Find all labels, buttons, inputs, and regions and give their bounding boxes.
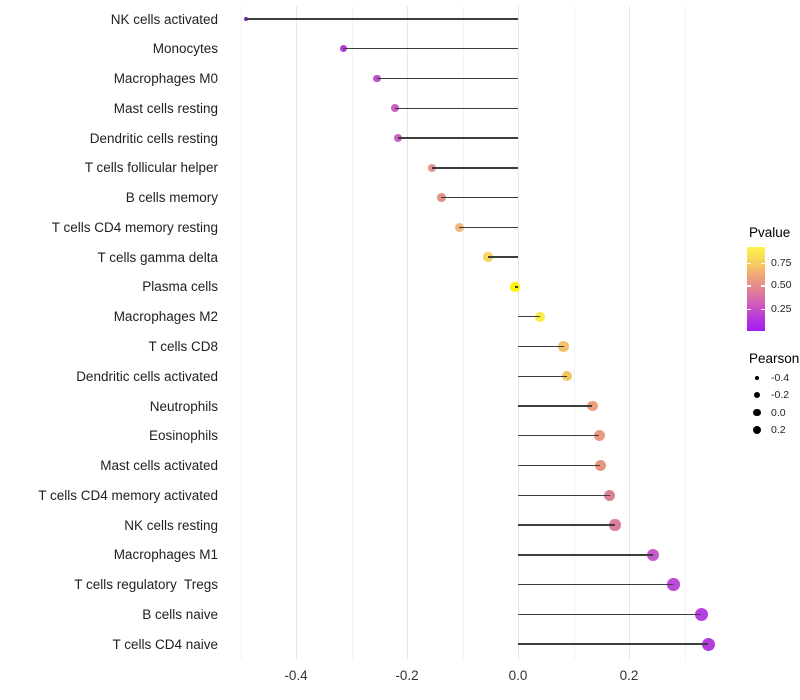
gridline-minor: [573, 6, 575, 660]
lollipop-stem: [459, 226, 518, 229]
pvalue-legend-title: Pvalue: [749, 225, 791, 240]
lollipop-stem: [518, 405, 593, 407]
category-label: Neutrophils: [149, 398, 218, 414]
x-axis-tick-label: 0.0: [508, 668, 528, 683]
lollipop-stem: [246, 18, 518, 20]
colorbar-tick-label: 0.75: [771, 256, 792, 269]
category-label: B cells memory: [125, 190, 218, 206]
colorbar-tick-mark: [761, 285, 765, 287]
colorbar-tick-mark: [761, 308, 765, 311]
gridline-minor: [684, 6, 686, 660]
size-legend-dot: [752, 425, 762, 435]
category-label: T cells CD4 naive: [112, 636, 218, 652]
colorbar-tick-mark: [747, 262, 751, 265]
category-label: T cells follicular helper: [84, 160, 218, 176]
lollipop-stem: [518, 375, 567, 377]
pvalue-colorbar: [747, 247, 765, 331]
gridline-minor: [462, 6, 464, 660]
size-legend-label: 0.0: [771, 406, 786, 419]
data-point: [437, 193, 446, 202]
category-label: Mast cells resting: [113, 100, 218, 116]
lollipop-stem: [431, 167, 518, 169]
gridline-major: [629, 6, 630, 660]
category-label: T cells gamma delta: [97, 249, 218, 265]
lollipop-stem: [488, 256, 518, 258]
lollipop-stem: [518, 345, 564, 348]
gridline-major: [296, 6, 297, 660]
category-label: Macrophages M2: [113, 309, 218, 325]
category-label: Plasma cells: [142, 279, 218, 295]
data-point: [694, 607, 708, 621]
lollipop-stem: [441, 196, 518, 199]
colorbar-tick-label: 0.50: [771, 279, 792, 292]
size-legend-label: -0.2: [771, 389, 790, 402]
category-label: NK cells activated: [110, 11, 218, 27]
size-legend-dot: [754, 375, 760, 381]
data-point: [594, 460, 606, 472]
data-point: [593, 430, 605, 442]
lollipop-stem: [377, 77, 518, 80]
category-label: B cells naive: [142, 606, 218, 622]
lollipop-stem: [518, 613, 702, 616]
data-point: [510, 282, 521, 292]
lollipop-stem: [518, 464, 601, 467]
category-label: Dendritic cells resting: [89, 130, 218, 146]
pearson-legend-title: Pearson: [749, 351, 800, 366]
colorbar-tick-mark: [747, 285, 751, 287]
data-point: [586, 400, 598, 412]
category-label: Eosinophils: [148, 428, 218, 444]
size-legend-label: -0.4: [771, 371, 790, 384]
data-point: [535, 311, 546, 322]
category-label: Macrophages M1: [113, 547, 218, 563]
category-label: Macrophages M0: [113, 71, 218, 87]
category-label: T cells CD4 memory activated: [38, 487, 218, 503]
x-axis-tick-label: 0.2: [619, 668, 639, 683]
data-point: [646, 548, 659, 561]
lollipop-stem: [395, 107, 518, 109]
size-legend-dot: [754, 392, 760, 399]
lollipop-stem: [398, 137, 518, 139]
x-axis-tick-label: -0.2: [395, 668, 419, 683]
category-label: Monocytes: [152, 41, 218, 57]
lollipop-stem: [518, 494, 610, 496]
data-point: [603, 489, 616, 501]
data-point: [339, 45, 347, 53]
gridline-major: [518, 6, 519, 660]
data-point: [427, 163, 437, 173]
size-legend-dot: [753, 408, 761, 417]
category-label: T cells regulatory Tregs: [74, 577, 218, 593]
category-label: T cells CD4 memory resting: [51, 219, 218, 235]
lollipop-stem: [518, 643, 709, 645]
lollipop-stem: [518, 583, 674, 586]
colorbar-tick-mark: [747, 308, 751, 311]
gridline-minor: [351, 6, 353, 660]
category-label: Mast cells activated: [100, 458, 218, 474]
colorbar-tick-label: 0.25: [771, 302, 792, 315]
gridline-major: [407, 6, 408, 660]
colorbar-tick-mark: [761, 262, 765, 265]
size-legend-label: 0.2: [771, 423, 786, 436]
data-point: [391, 104, 400, 113]
category-label: Dendritic cells activated: [76, 368, 218, 384]
lollipop-stem: [515, 286, 518, 288]
gridline-minor: [240, 6, 242, 660]
x-axis-tick-label: -0.4: [284, 668, 308, 683]
lollipop-stem: [518, 524, 616, 526]
category-label: NK cells resting: [124, 517, 218, 533]
lollipop-stem: [518, 316, 541, 318]
category-label: T cells CD8: [148, 338, 218, 354]
lollipop-stem: [518, 435, 600, 437]
lollipop-stem: [343, 48, 518, 50]
lollipop-stem: [518, 554, 653, 556]
